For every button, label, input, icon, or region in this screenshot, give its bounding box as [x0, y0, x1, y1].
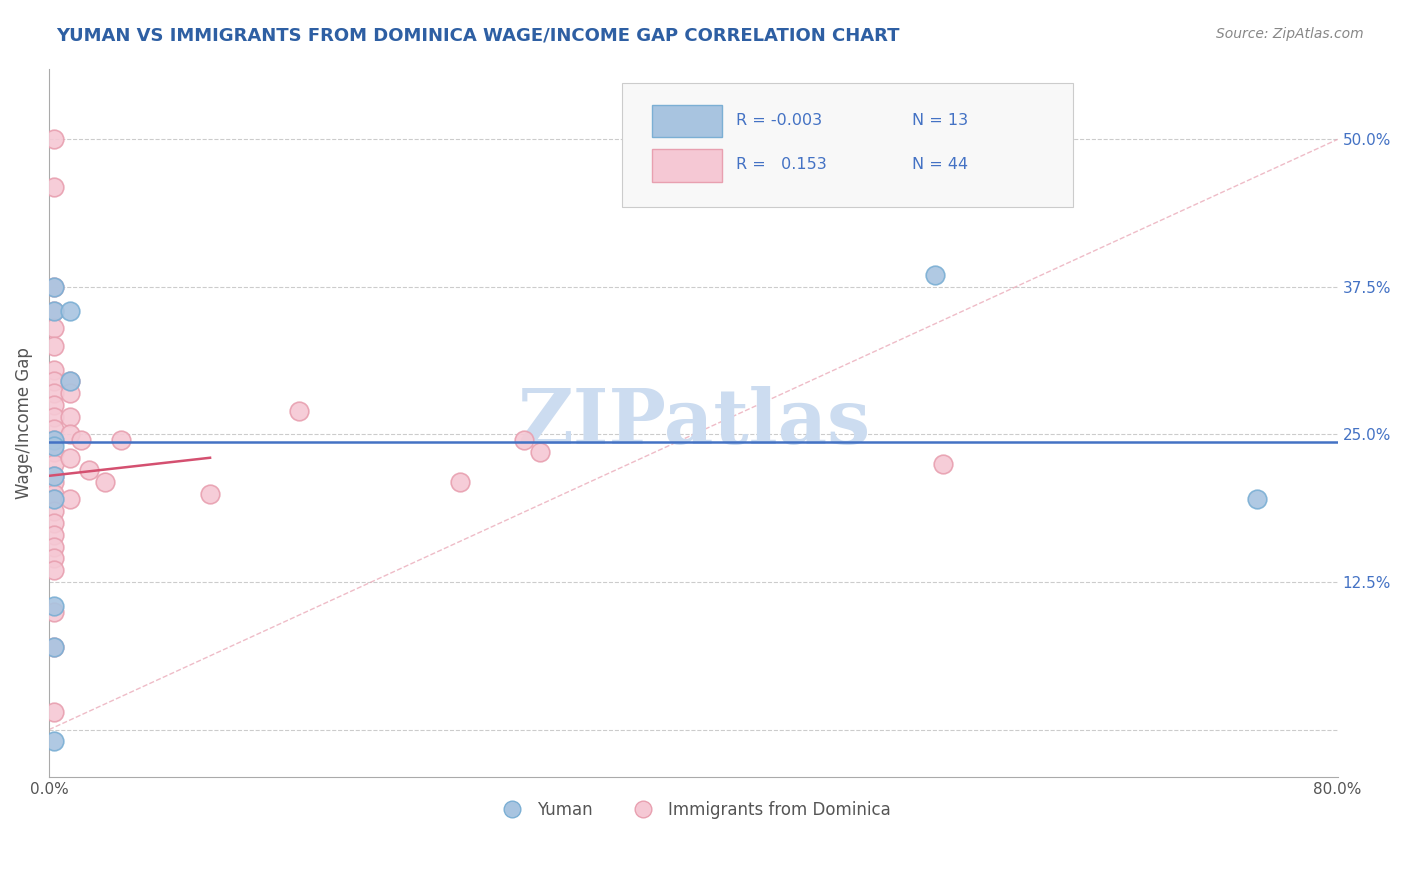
Point — [59, 451, 82, 466]
Point — [42, 551, 65, 566]
Point — [42, 640, 65, 654]
Text: R =   0.153: R = 0.153 — [735, 157, 827, 172]
Point — [42, 563, 65, 577]
Text: Source: ZipAtlas.com: Source: ZipAtlas.com — [1216, 27, 1364, 41]
Point — [42, 540, 65, 554]
Point — [94, 475, 117, 489]
Point — [42, 439, 65, 453]
Point — [59, 375, 82, 389]
Text: R = -0.003: R = -0.003 — [735, 112, 823, 128]
Point — [42, 303, 65, 318]
Point — [449, 475, 471, 489]
Point — [42, 303, 65, 318]
Point — [42, 409, 65, 424]
Point — [59, 492, 82, 507]
Point — [198, 486, 221, 500]
Point — [42, 486, 65, 500]
Point — [513, 434, 536, 448]
Point — [42, 468, 65, 483]
Point — [1246, 492, 1268, 507]
Point — [42, 445, 65, 459]
Point — [42, 457, 65, 471]
Point — [42, 599, 65, 613]
Point — [42, 179, 65, 194]
Point — [42, 475, 65, 489]
Point — [110, 434, 132, 448]
Point — [59, 427, 82, 442]
Point — [287, 404, 309, 418]
Point — [42, 386, 65, 401]
Point — [42, 280, 65, 294]
Point — [42, 605, 65, 619]
Point — [42, 375, 65, 389]
Point — [42, 434, 65, 448]
Y-axis label: Wage/Income Gap: Wage/Income Gap — [15, 347, 32, 499]
FancyBboxPatch shape — [652, 104, 721, 137]
Point — [42, 468, 65, 483]
Point — [42, 132, 65, 146]
Point — [70, 434, 93, 448]
Point — [42, 492, 65, 507]
Point — [42, 504, 65, 518]
Point — [42, 280, 65, 294]
FancyBboxPatch shape — [623, 83, 1073, 207]
Point — [42, 492, 65, 507]
Text: YUMAN VS IMMIGRANTS FROM DOMINICA WAGE/INCOME GAP CORRELATION CHART: YUMAN VS IMMIGRANTS FROM DOMINICA WAGE/I… — [56, 27, 900, 45]
Point — [42, 705, 65, 719]
Point — [42, 516, 65, 530]
Point — [59, 386, 82, 401]
FancyBboxPatch shape — [652, 149, 721, 182]
Point — [42, 421, 65, 435]
Point — [59, 303, 82, 318]
Point — [924, 268, 946, 282]
Text: N = 13: N = 13 — [912, 112, 969, 128]
Point — [932, 457, 955, 471]
Point — [42, 339, 65, 353]
Point — [42, 434, 65, 448]
Point — [529, 445, 551, 459]
Point — [59, 409, 82, 424]
Legend: Yuman, Immigrants from Dominica: Yuman, Immigrants from Dominica — [489, 794, 897, 825]
Text: ZIPatlas: ZIPatlas — [517, 385, 870, 459]
Point — [77, 463, 100, 477]
Point — [59, 375, 82, 389]
Point — [42, 321, 65, 335]
Point — [42, 734, 65, 748]
Point — [42, 640, 65, 654]
Point — [42, 362, 65, 376]
Point — [42, 528, 65, 542]
Point — [42, 398, 65, 412]
Text: N = 44: N = 44 — [912, 157, 969, 172]
